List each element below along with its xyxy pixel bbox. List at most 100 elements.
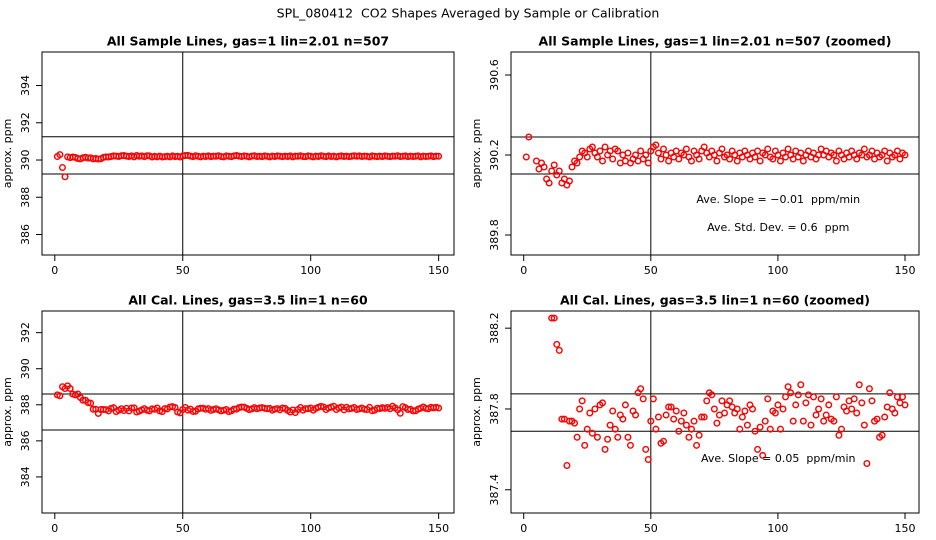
point [764,395,772,403]
point [736,425,744,433]
point [624,149,632,157]
point [802,399,810,407]
point [799,417,807,425]
point [687,157,695,165]
point [748,405,756,413]
point [708,391,716,399]
point [817,395,825,403]
point [855,381,863,389]
y-tick-label: 388 [19,187,32,208]
point [700,413,708,421]
point [553,340,561,348]
point [766,425,774,433]
annotation: Ave. Std. Dev. = 0.6 ppm [707,221,849,234]
point [550,161,558,169]
point [756,423,764,431]
x-tick-label: 100 [767,522,788,535]
y-axis-label: approx. ppm [1,119,14,189]
point [614,147,622,155]
x-tick-label: 100 [300,522,321,535]
point [576,405,584,413]
point [825,401,833,409]
point [619,415,627,423]
point [789,417,797,425]
point [637,385,645,393]
point [591,405,599,413]
point [830,417,838,425]
point [662,411,670,419]
y-tick-label: 392 [19,112,32,133]
x-tick-label: 50 [644,264,658,277]
point [596,147,604,155]
y-axis-label: approx. ppm [470,377,483,447]
point [573,159,581,167]
point [432,152,440,160]
annotation: Ave. Slope = 0.05 ppm/min [701,452,856,465]
point [548,314,556,322]
point [523,255,529,261]
point [756,157,764,165]
point [779,405,787,413]
point [539,245,545,251]
point [558,415,566,423]
x-tick-label: 100 [300,264,321,277]
point [751,153,759,161]
y-tick-label: 387.8 [488,393,501,425]
point [667,403,675,411]
point [675,155,683,163]
plot-area [511,164,919,513]
point [886,389,894,397]
point [792,401,800,409]
point [891,409,899,417]
point [599,157,607,165]
point [56,392,64,400]
point [713,419,721,427]
y-tick-label: 386 [19,430,32,451]
point [698,413,706,421]
point [621,401,629,409]
point [606,421,614,429]
point [581,441,589,449]
point [738,413,746,421]
point [637,147,645,155]
point [718,145,726,153]
point [58,163,66,171]
point [396,409,404,417]
point [670,415,678,423]
point [529,272,535,278]
point [545,179,553,187]
point [665,157,673,165]
point [901,151,909,159]
point [654,149,662,157]
plot-frame [510,51,920,256]
point [726,397,734,405]
point [632,151,640,159]
point [675,427,683,435]
point [830,151,838,159]
point [787,389,795,397]
point [794,391,802,399]
point [782,393,790,401]
point [546,285,552,291]
point [550,314,558,322]
point [639,395,647,403]
figure-title: SPL_080412 CO2 Shapes Averaged by Sample… [277,6,660,21]
point [555,346,563,354]
point [835,431,843,439]
point [578,397,586,405]
point [713,157,721,165]
point [832,393,840,401]
point [555,167,563,175]
point [56,151,64,159]
panel-title: All Cal. Lines, gas=3.5 lin=1 n=60 [128,293,368,308]
point [820,417,828,425]
point [660,437,668,445]
x-tick-label: 50 [644,522,658,535]
point [626,441,634,449]
point [685,433,693,441]
point [571,419,579,427]
point [774,401,782,409]
point [588,429,596,437]
point [128,404,136,412]
point [529,164,535,170]
